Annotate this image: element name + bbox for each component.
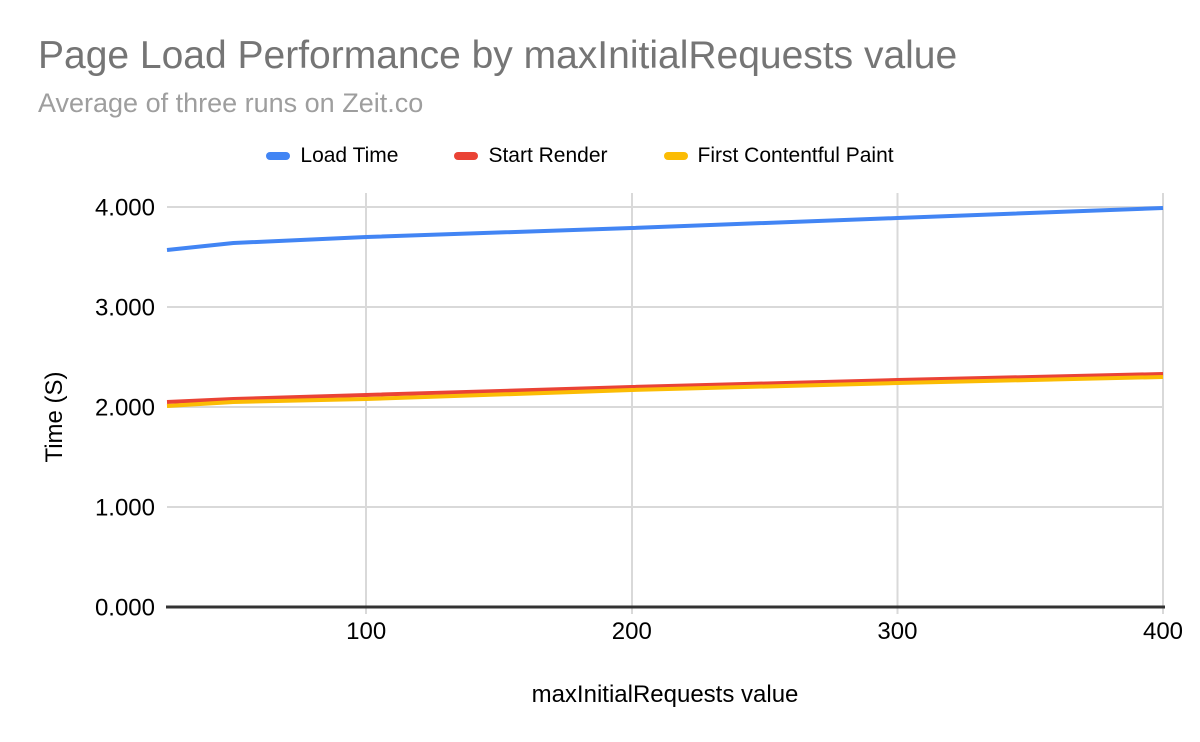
y-tick-label-2.000: 2.000 xyxy=(95,395,155,422)
chart-subtitle: Average of three runs on Zeit.co xyxy=(38,88,424,118)
x-tick-label-100: 100 xyxy=(346,618,386,645)
series-line-start-render xyxy=(166,372,1164,404)
x-tick-label-300: 300 xyxy=(877,618,917,645)
x-axis-title: maxInitialRequests value xyxy=(531,681,799,708)
legend-label-first-contentful-paint: First Contentful Paint xyxy=(697,144,894,167)
legend-item-start-render: Start Render xyxy=(454,144,608,168)
y-tick-label-3.000: 3.000 xyxy=(95,295,155,322)
legend-swatch-start-render xyxy=(454,152,479,160)
chart-legend: Load Time Start Render First Contentful … xyxy=(0,143,1160,169)
x-tick-label-200: 200 xyxy=(612,618,652,645)
legend-item-load-time: Load Time xyxy=(266,144,398,168)
chart-title: Page Load Performance by maxInitialReque… xyxy=(38,34,958,77)
y-axis-title: Time (S) xyxy=(41,371,68,463)
x-tick-label-400: 400 xyxy=(1143,618,1183,645)
y-tick-label-4.000: 4.000 xyxy=(95,195,155,222)
legend-item-first-contentful-paint: First Contentful Paint xyxy=(663,144,894,168)
y-tick-label-1.000: 1.000 xyxy=(95,495,155,522)
legend-label-load-time: Load Time xyxy=(300,144,399,167)
series-line-load-time xyxy=(166,206,1164,252)
legend-label-start-render: Start Render xyxy=(488,144,608,167)
y-tick-label-0.000: 0.000 xyxy=(95,595,155,622)
legend-swatch-load-time xyxy=(266,152,291,160)
legend-swatch-first-contentful-paint xyxy=(663,152,688,160)
series-line-first-contentful-paint xyxy=(166,375,1164,408)
